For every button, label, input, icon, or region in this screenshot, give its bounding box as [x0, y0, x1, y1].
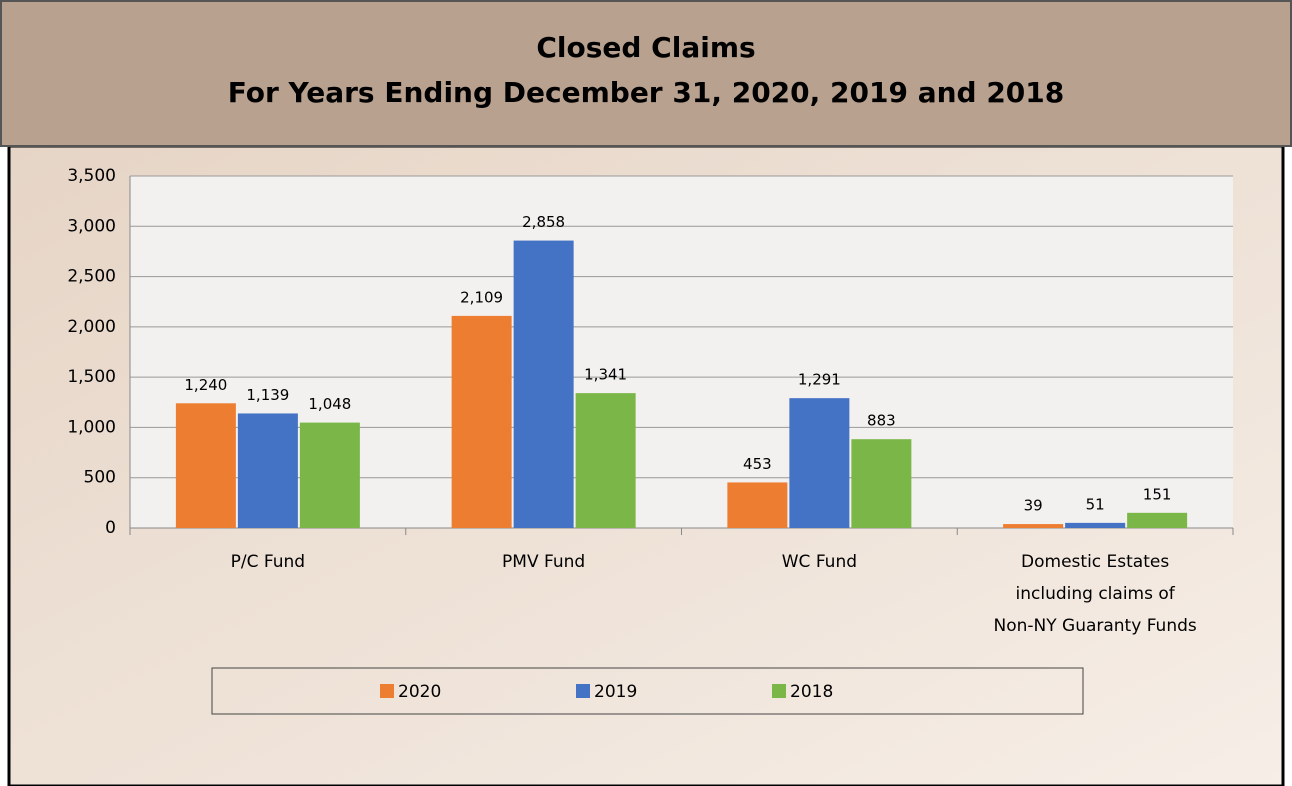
legend-label: 2018	[790, 682, 833, 702]
legend-label: 2019	[594, 682, 637, 702]
legend-swatch	[576, 684, 590, 698]
value-label: 1,139	[246, 386, 289, 404]
x-tick-label-line: PMV Fund	[502, 552, 585, 572]
x-tick-label: PMV Fund	[502, 552, 585, 572]
y-tick-label: 3,000	[67, 216, 116, 236]
legend-swatch	[380, 684, 394, 698]
y-tick-label: 2,000	[67, 317, 116, 337]
value-label: 883	[867, 412, 896, 430]
value-label: 1,291	[798, 371, 841, 389]
bar	[513, 240, 574, 528]
y-tick-label: 2,500	[67, 267, 116, 287]
x-tick-label: Domestic Estates including claims of Non-N…	[993, 552, 1196, 636]
value-label: 1,240	[184, 376, 227, 394]
x-tick-label-line: Domestic Estates	[1021, 552, 1169, 572]
bar	[851, 439, 912, 528]
value-label: 2,109	[460, 288, 503, 306]
value-label: 1,048	[308, 395, 351, 413]
y-tick-label: 500	[84, 468, 116, 488]
y-tick-label: 3,500	[67, 166, 116, 186]
legend-label: 2020	[398, 682, 441, 702]
bar	[175, 403, 236, 528]
bar	[299, 422, 360, 528]
bar	[1127, 512, 1188, 528]
legend-swatch	[772, 684, 786, 698]
x-tick-label-line: Non-NY Guaranty Funds	[993, 616, 1196, 636]
value-label: 51	[1086, 495, 1105, 513]
y-tick-label: 1,500	[67, 367, 116, 387]
bar	[575, 393, 636, 528]
value-label: 453	[743, 455, 772, 473]
x-tick-label: P/C Fund	[231, 552, 305, 572]
y-tick-label: 0	[105, 518, 116, 538]
bar	[789, 398, 850, 528]
title-band	[0, 0, 1292, 147]
bar	[1065, 522, 1126, 528]
value-label: 2,858	[522, 213, 565, 231]
x-tick-label-line: including claims of	[1016, 584, 1176, 604]
x-tick-label-line: P/C Fund	[231, 552, 305, 572]
bar	[727, 482, 788, 528]
bar	[1003, 524, 1064, 528]
value-label: 1,341	[584, 366, 627, 384]
x-tick-label: WC Fund	[782, 552, 857, 572]
value-label: 39	[1024, 497, 1043, 515]
y-tick-label: 1,000	[67, 417, 116, 437]
value-label: 151	[1143, 485, 1172, 503]
bar	[451, 315, 512, 528]
chart-title: Closed Claims	[536, 31, 755, 64]
legend	[211, 667, 1084, 715]
bar	[237, 413, 298, 528]
x-tick-label-line: WC Fund	[782, 552, 857, 572]
chart-subtitle: For Years Ending December 31, 2020, 2019…	[228, 76, 1065, 109]
